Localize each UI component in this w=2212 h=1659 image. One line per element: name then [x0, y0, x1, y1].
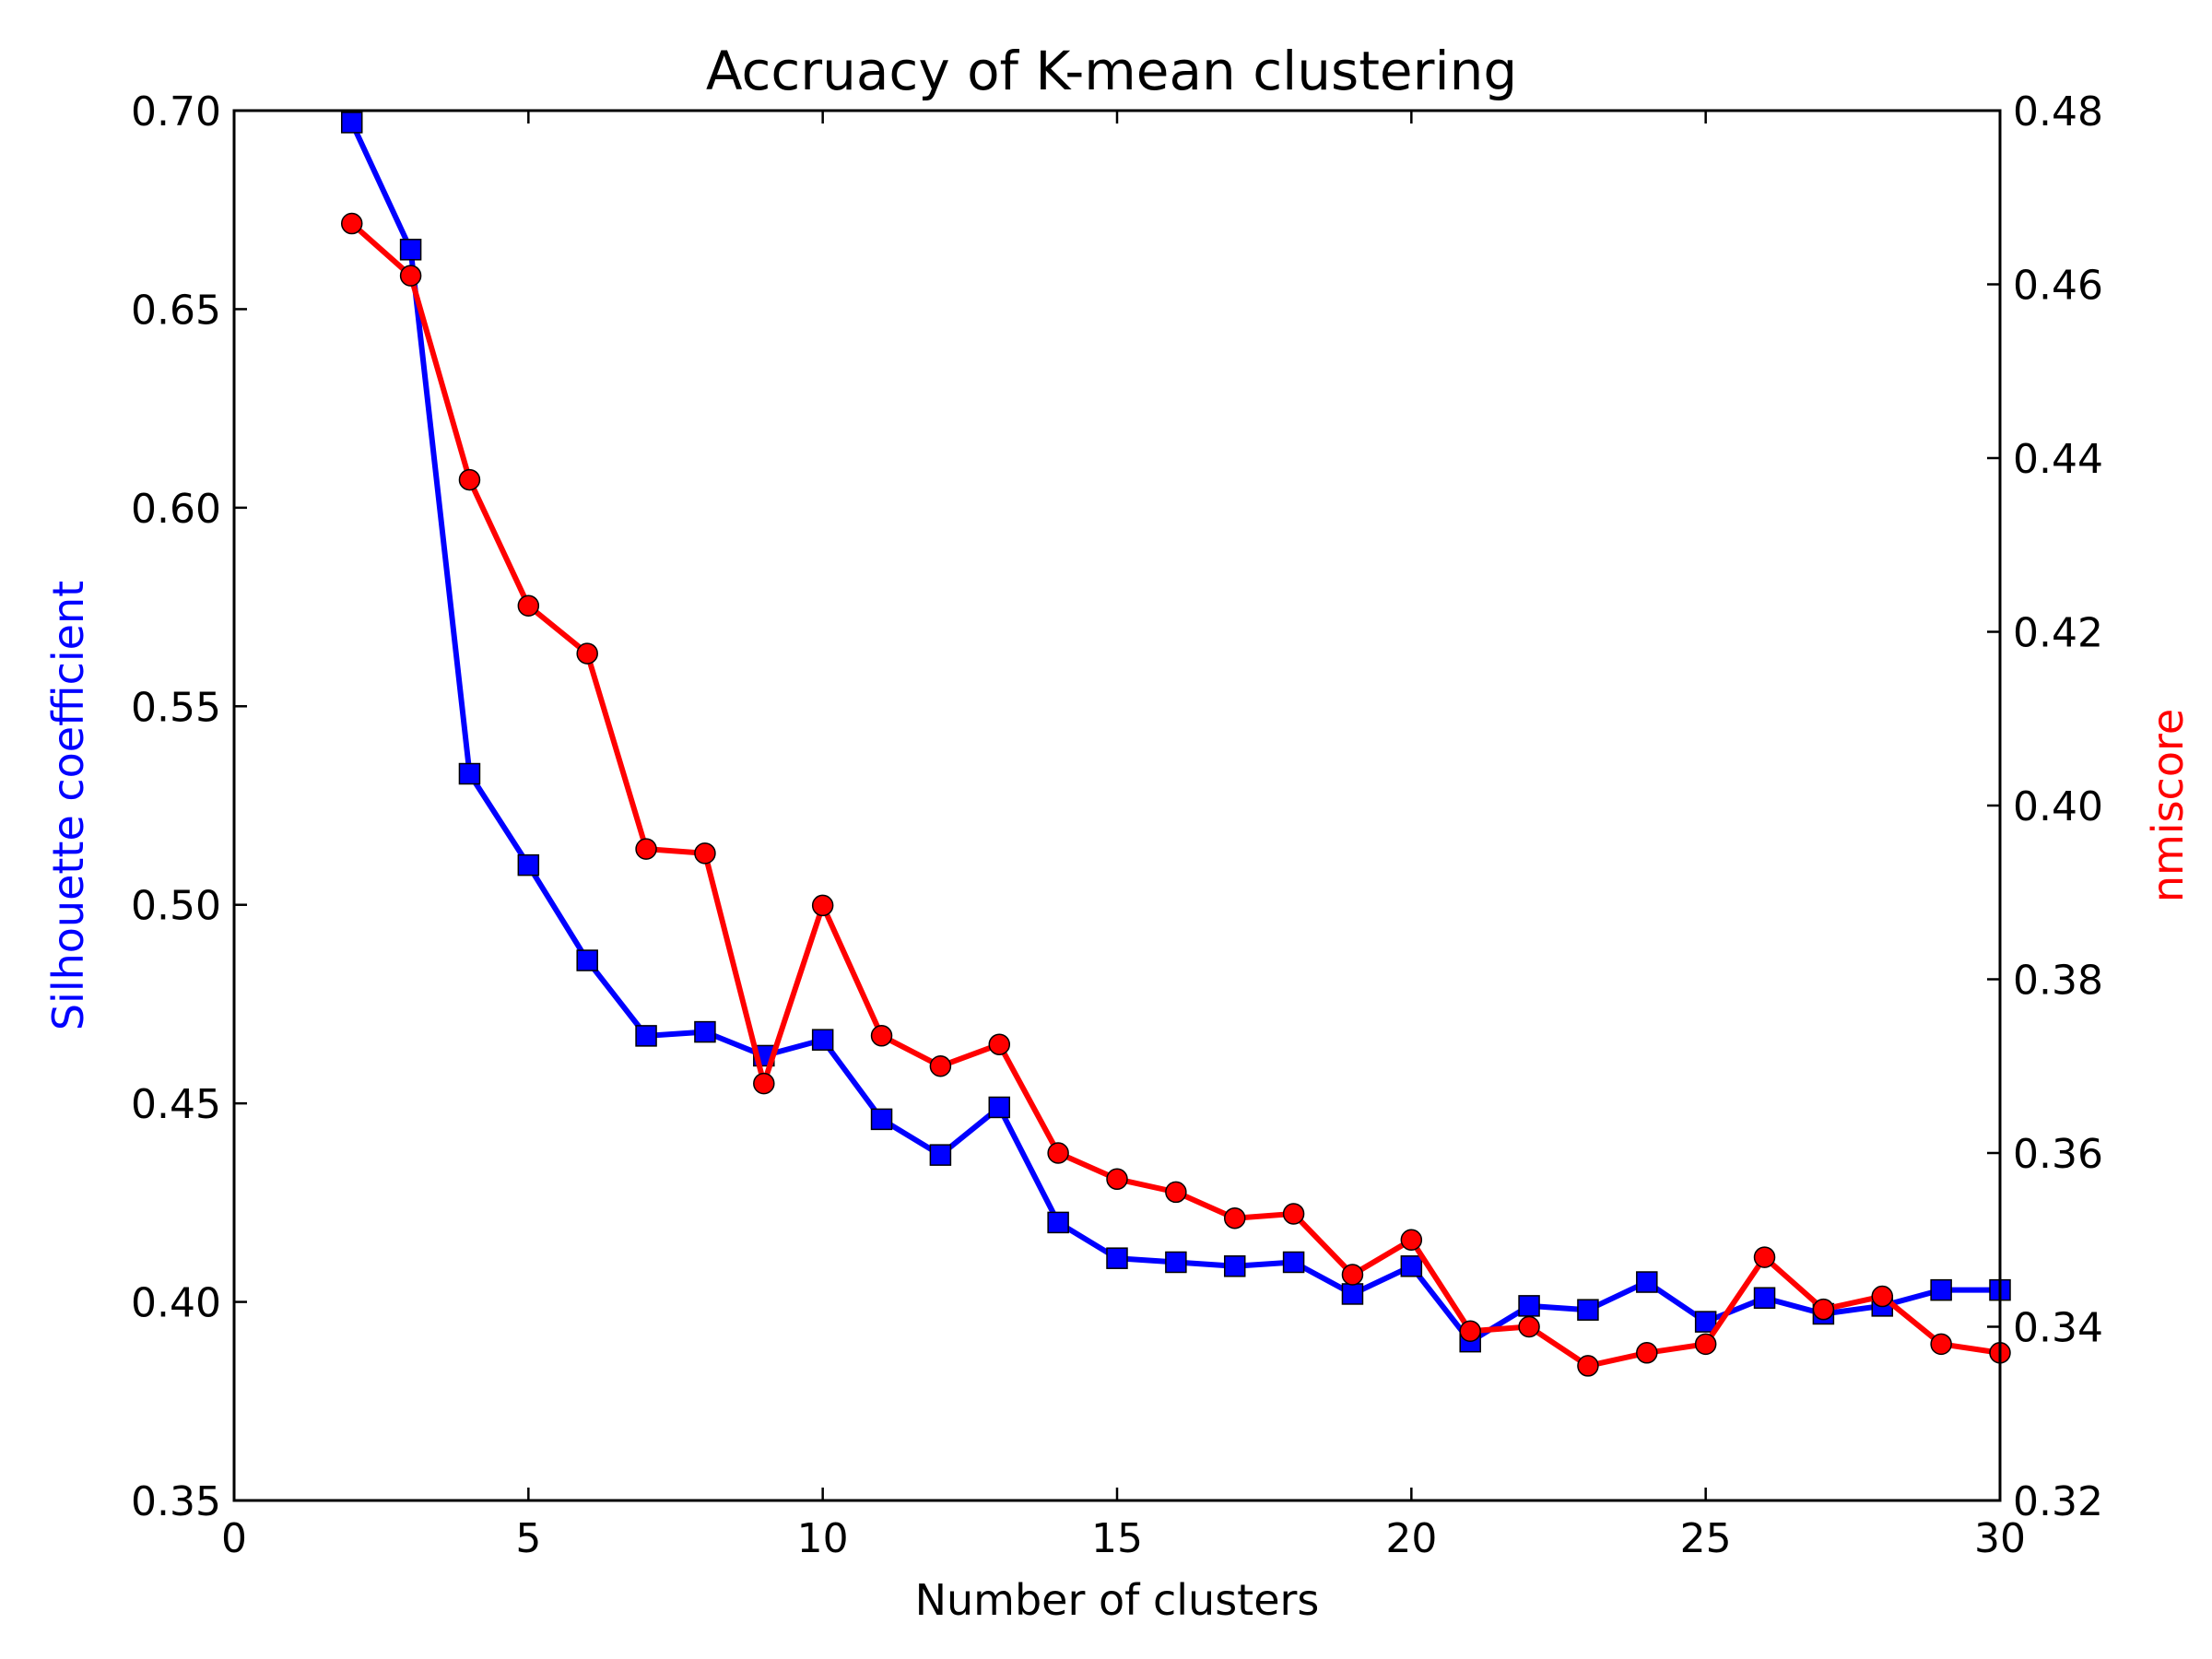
- series-2-point: [1753, 1246, 1776, 1268]
- series-1-point: [1694, 1311, 1717, 1333]
- series-1-point: [1400, 1255, 1423, 1277]
- series-2-point: [1223, 1206, 1246, 1230]
- series-2-point: [1636, 1342, 1658, 1364]
- y-right-tick-label: 0.46: [2013, 263, 2103, 310]
- series-2-point: [576, 642, 598, 665]
- series-2-point: [1812, 1298, 1835, 1321]
- y-left-tick-label: 0.60: [131, 486, 221, 533]
- y-right-tick-label: 0.32: [2013, 1478, 2103, 1525]
- series-1-point: [811, 1029, 834, 1051]
- x-tick-label: 10: [797, 1515, 849, 1562]
- y-right-tick-label: 0.42: [2013, 610, 2103, 657]
- x-tick-label: 0: [221, 1515, 247, 1562]
- series-2-point: [1282, 1203, 1305, 1225]
- series-1-point: [694, 1020, 716, 1043]
- y-left-tick-label: 0.55: [131, 684, 221, 731]
- series-2-point: [1459, 1320, 1481, 1342]
- series-2-point: [1871, 1285, 1894, 1308]
- series-1-point: [1047, 1211, 1069, 1234]
- series-2-point: [988, 1033, 1011, 1055]
- y-right-tick-label: 0.44: [2013, 436, 2103, 483]
- series-2-point: [1165, 1181, 1187, 1204]
- series-1-point: [988, 1096, 1011, 1119]
- series-layer: [340, 112, 2011, 1377]
- series-2-point: [1341, 1264, 1364, 1286]
- x-tick-label: 30: [1974, 1515, 2026, 1562]
- series-2-point: [1577, 1355, 1599, 1377]
- series-1-point: [1636, 1271, 1658, 1293]
- series-1-point: [1341, 1283, 1364, 1305]
- ticks-layer: 0 5 10 15 20 25 30 0.35 0.40 0.45 0.50 0.55 0.60 0.65…: [131, 88, 2103, 1562]
- series-1-point: [1282, 1251, 1305, 1274]
- series-2-point: [811, 894, 834, 917]
- series-2-point: [929, 1055, 952, 1077]
- y-right-tick-label: 0.34: [2013, 1305, 2103, 1352]
- y-right-tick-label: 0.48: [2013, 88, 2103, 135]
- y-right-tick-label: 0.40: [2013, 783, 2103, 830]
- series-2-point: [1694, 1333, 1717, 1356]
- y-left-tick-label: 0.35: [131, 1478, 221, 1525]
- series-2-point: [399, 265, 422, 287]
- series-1-point: [929, 1144, 952, 1166]
- series-1-point: [517, 853, 540, 877]
- x-axis-label: Number of clusters: [915, 1575, 1320, 1625]
- series-1-point: [870, 1108, 893, 1131]
- y-left-tick-label: 0.70: [131, 88, 221, 135]
- series-1-point: [1165, 1251, 1187, 1274]
- series-2-point: [1400, 1229, 1423, 1251]
- x-tick-label: 20: [1385, 1515, 1437, 1562]
- y-left-axis-label: Silhouette coefficient: [43, 581, 93, 1030]
- y-left-tick-label: 0.65: [131, 287, 221, 334]
- y-right-tick-label: 0.36: [2013, 1131, 2103, 1178]
- chart-title: Accruacy of K-mean clustering: [706, 40, 1517, 102]
- series-2-point: [694, 842, 716, 865]
- series-1-point: [1577, 1299, 1599, 1321]
- series-2-point: [635, 838, 657, 860]
- series-1-line: [348, 121, 2000, 1345]
- y-left-tick-label: 0.45: [131, 1081, 221, 1128]
- series-2-point: [1518, 1315, 1540, 1338]
- series-1-point: [1518, 1295, 1540, 1317]
- series-1-point: [1753, 1287, 1776, 1310]
- y-left-tick-label: 0.40: [131, 1280, 221, 1327]
- series-2-point: [753, 1072, 775, 1095]
- y-right-axis-label: nmiscore: [2143, 709, 2193, 902]
- series-2-point: [1930, 1333, 1952, 1356]
- x-tick-label: 5: [515, 1515, 541, 1562]
- series-2-point: [517, 594, 540, 617]
- series-1-point: [1106, 1247, 1128, 1269]
- y-left-tick-label: 0.50: [131, 883, 221, 930]
- x-tick-label: 15: [1091, 1515, 1143, 1562]
- series-1-point: [635, 1025, 657, 1047]
- series-2-point: [340, 212, 363, 235]
- series-1-point: [576, 949, 598, 971]
- plot-frame: [232, 109, 2002, 1502]
- series-1-point: [340, 112, 363, 134]
- x-tick-label: 25: [1680, 1515, 1732, 1562]
- series-2-point: [1106, 1168, 1128, 1191]
- series-1-point: [1930, 1278, 1952, 1301]
- series-1-point: [1223, 1255, 1246, 1277]
- series-1-point: [399, 239, 422, 261]
- series-1-point: [458, 762, 481, 785]
- series-2-point: [870, 1025, 893, 1047]
- series-2-point: [1047, 1142, 1069, 1164]
- series-2-point: [458, 468, 481, 491]
- y-right-tick-label: 0.38: [2013, 958, 2103, 1005]
